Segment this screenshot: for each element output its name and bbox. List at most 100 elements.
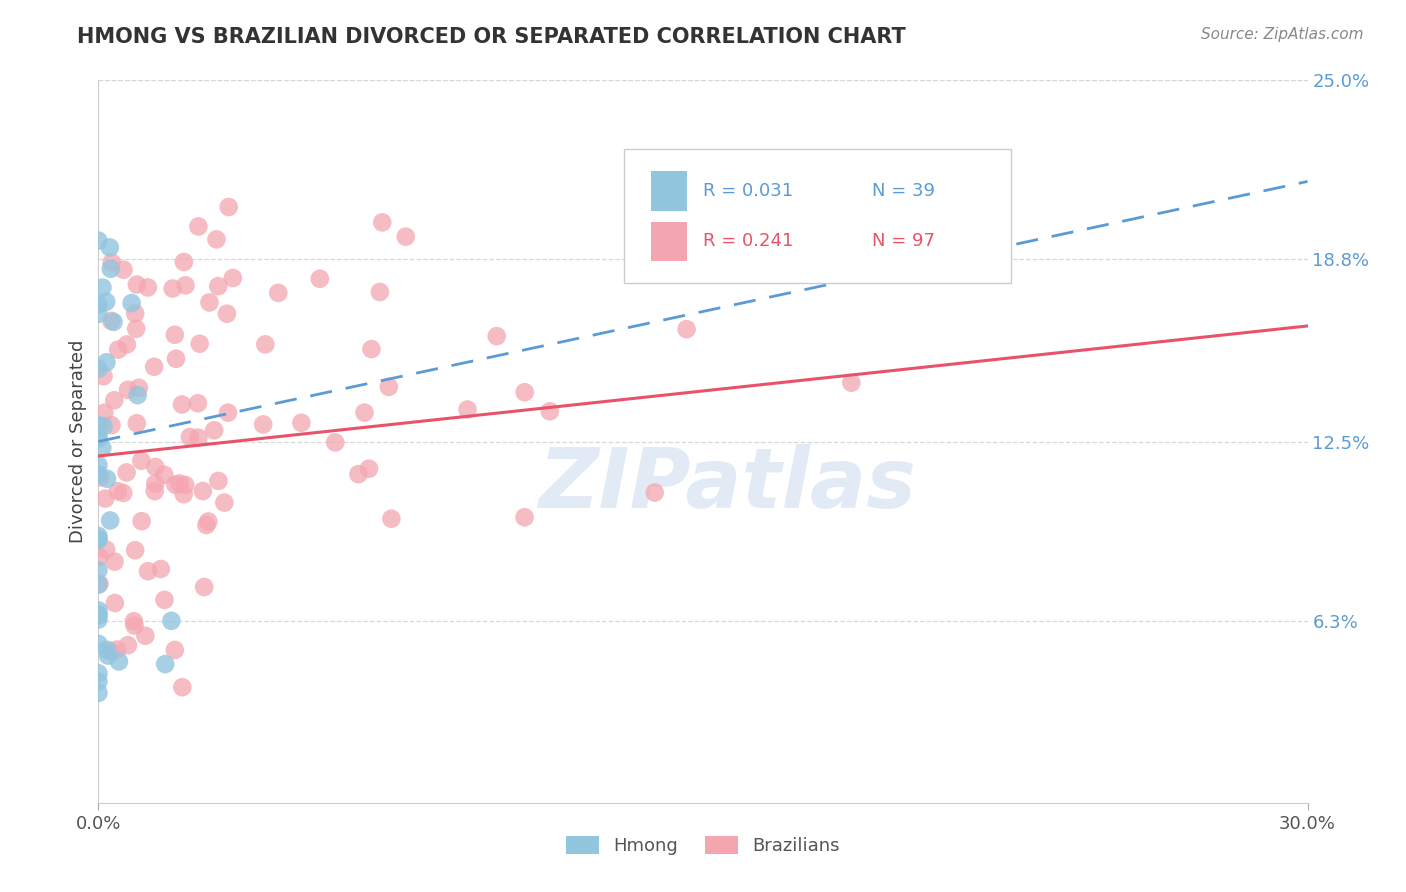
Point — [131, 453, 153, 467]
Point — [380, 512, 402, 526]
Text: R = 0.031: R = 0.031 — [703, 182, 793, 200]
Point — [91, 280, 114, 294]
Point — [127, 388, 149, 402]
Point — [121, 296, 143, 310]
Bar — [651, 221, 688, 261]
Point — [87, 361, 110, 376]
FancyBboxPatch shape — [624, 149, 1011, 283]
Point — [115, 337, 138, 351]
Point — [179, 430, 201, 444]
Point — [87, 603, 110, 617]
Point — [644, 485, 666, 500]
Point — [134, 629, 156, 643]
Point — [378, 380, 401, 394]
Point — [89, 470, 111, 484]
Point — [104, 596, 127, 610]
Point — [193, 580, 215, 594]
Point — [91, 441, 114, 455]
Point — [197, 515, 219, 529]
Point — [98, 513, 121, 527]
Point — [347, 467, 370, 482]
Point — [136, 280, 159, 294]
Point — [174, 278, 197, 293]
Point — [100, 314, 122, 328]
Point — [107, 343, 129, 357]
Point — [87, 234, 110, 248]
Point — [187, 219, 209, 234]
Text: N = 39: N = 39 — [872, 182, 935, 200]
Point — [195, 518, 218, 533]
Point — [145, 459, 167, 474]
Point — [96, 472, 118, 486]
Point — [89, 549, 111, 564]
Point — [323, 435, 346, 450]
Point — [187, 396, 209, 410]
Point — [96, 294, 118, 309]
Point — [125, 322, 148, 336]
Point — [222, 271, 245, 285]
Point — [122, 614, 145, 628]
Point — [368, 285, 391, 299]
Point — [112, 486, 135, 500]
Point — [252, 417, 274, 432]
Point — [87, 637, 110, 651]
Point — [98, 240, 121, 254]
Text: Source: ZipAtlas.com: Source: ZipAtlas.com — [1201, 27, 1364, 42]
Point — [267, 285, 290, 300]
Point — [124, 306, 146, 320]
Point — [87, 529, 110, 543]
Point — [87, 613, 110, 627]
Point — [170, 397, 193, 411]
Point — [371, 215, 394, 229]
Text: N = 97: N = 97 — [872, 233, 935, 251]
Point — [131, 514, 153, 528]
Point — [456, 402, 478, 417]
Point — [96, 355, 118, 369]
Point — [87, 674, 110, 689]
Point — [143, 359, 166, 374]
Point — [87, 533, 110, 547]
Point — [103, 315, 125, 329]
Point — [153, 657, 176, 671]
Point — [100, 261, 122, 276]
Point — [105, 642, 128, 657]
Point — [103, 555, 125, 569]
Text: ZIPatlas: ZIPatlas — [538, 444, 917, 525]
Point — [153, 592, 176, 607]
Point — [254, 337, 277, 351]
Point — [353, 406, 375, 420]
Bar — [651, 171, 688, 211]
Point — [100, 644, 122, 658]
Point — [96, 642, 118, 657]
Point — [308, 271, 330, 285]
Point — [513, 385, 536, 400]
Point — [112, 262, 135, 277]
Point — [153, 467, 176, 482]
Point — [128, 381, 150, 395]
Point — [360, 342, 382, 356]
Point — [207, 279, 229, 293]
Point — [87, 458, 110, 472]
Point — [174, 478, 197, 492]
Point — [214, 495, 236, 509]
Point — [191, 484, 214, 499]
Point — [136, 564, 159, 578]
Point — [117, 638, 139, 652]
Point — [87, 563, 110, 577]
Point — [100, 255, 122, 269]
Point — [172, 680, 194, 694]
Point — [202, 423, 225, 437]
Point — [187, 431, 209, 445]
Point — [117, 383, 139, 397]
Point — [87, 297, 110, 311]
Point — [143, 484, 166, 499]
Point — [93, 419, 115, 434]
Point — [115, 466, 138, 480]
Point — [108, 655, 131, 669]
Point — [163, 327, 186, 342]
Point — [103, 393, 125, 408]
Point — [100, 418, 122, 433]
Point — [124, 543, 146, 558]
Point — [107, 484, 129, 499]
Point — [173, 487, 195, 501]
